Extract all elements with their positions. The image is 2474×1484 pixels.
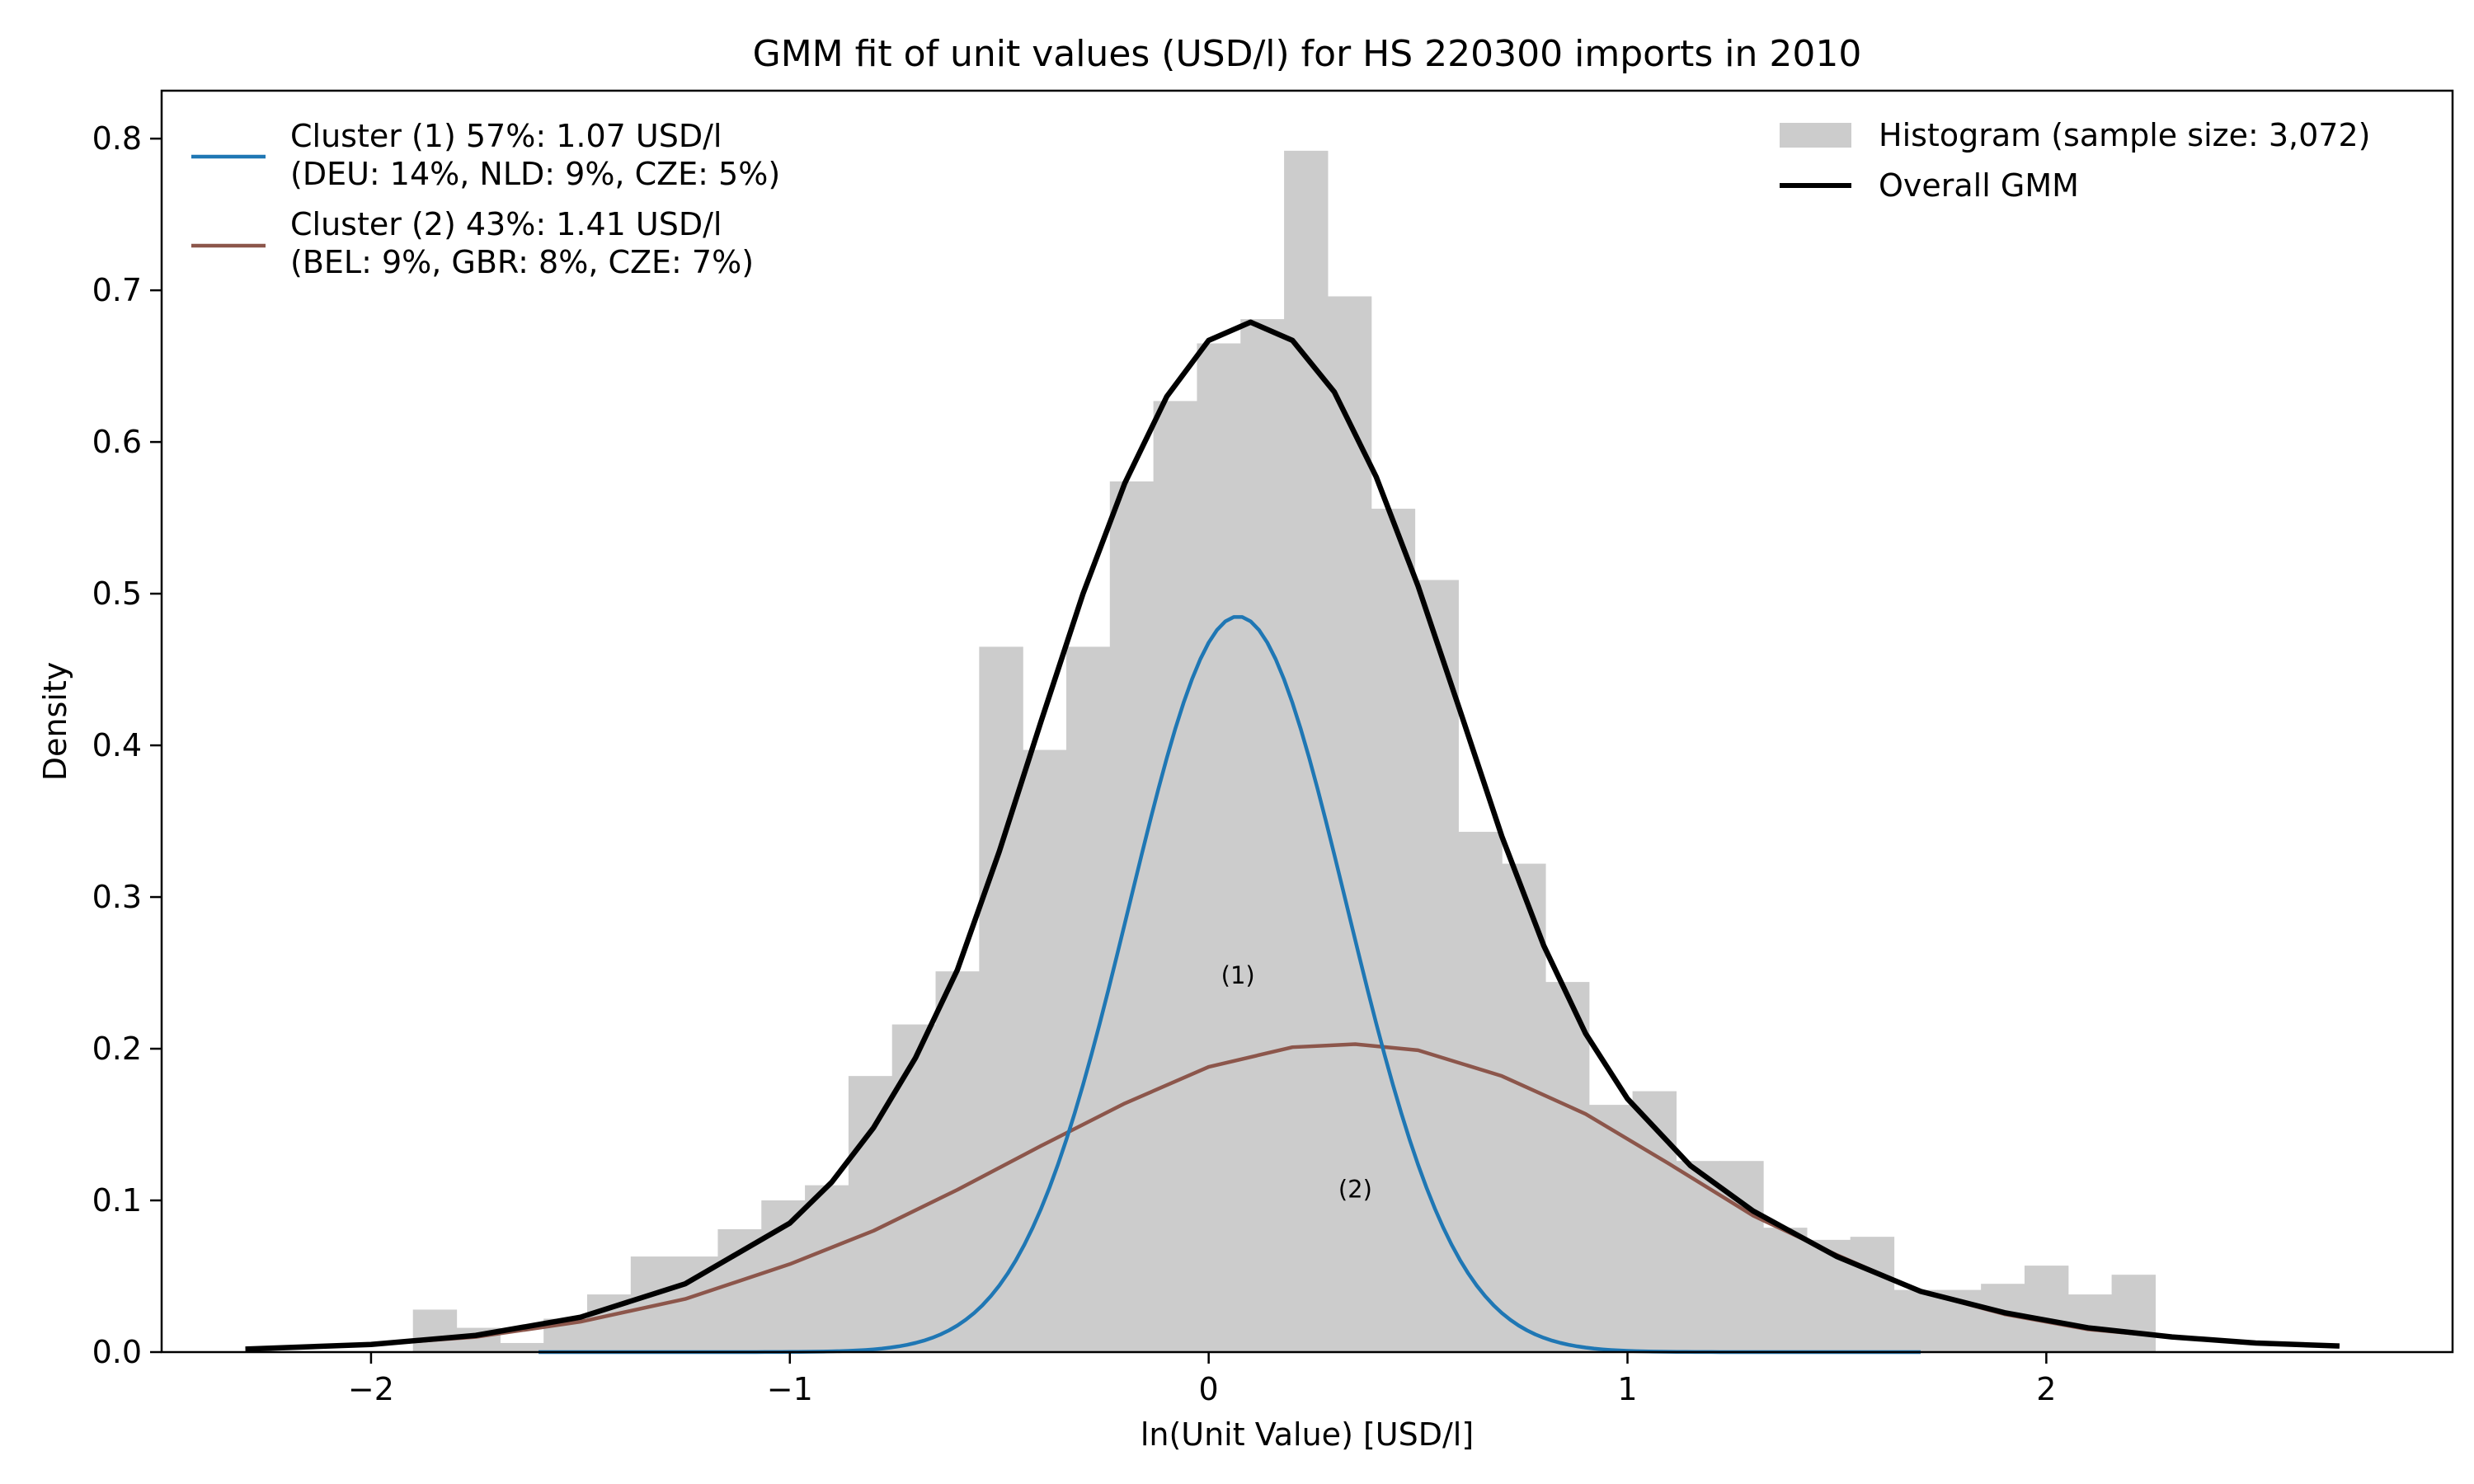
legend-label-cluster-1: Cluster (1) 57%: 1.07 USD/l	[290, 118, 722, 154]
histogram-bar	[1153, 401, 1198, 1353]
histogram-bar	[674, 1256, 719, 1352]
cluster-annotation-1: (1)	[1221, 961, 1255, 989]
histogram-bar	[1065, 646, 1111, 1352]
y-axis: 0.0 0.1 0.2 0.3 0.4 0.5 0.6 0.7 0.8	[92, 120, 162, 1370]
histogram-bar	[412, 1309, 458, 1352]
legend-clusters: Cluster (1) 57%: 1.07 USD/l (DEU: 14%, N…	[191, 118, 780, 280]
legend-label-histogram: Histogram (sample size: 3,072)	[1879, 117, 2370, 153]
histogram-bar	[1109, 481, 1155, 1353]
histogram-bar	[1023, 749, 1067, 1352]
x-tick-label: 2	[2036, 1371, 2056, 1407]
y-tick-label: 0.1	[92, 1182, 142, 1219]
histogram-bar	[848, 1076, 893, 1352]
legend-label-overall-gmm: Overall GMM	[1879, 167, 2079, 204]
histogram-bar	[1240, 319, 1285, 1353]
x-tick-label: 0	[1199, 1371, 1219, 1407]
histogram-bar	[805, 1185, 849, 1352]
histogram-bar	[2111, 1275, 2157, 1352]
histogram-bar	[500, 1342, 544, 1352]
histogram-bar	[2024, 1266, 2069, 1352]
histogram-bars	[412, 150, 2157, 1353]
legend-label-cluster-2-shares: (BEL: 9%, GBR: 8%, CZE: 7%)	[290, 244, 754, 280]
legend-overview: Histogram (sample size: 3,072) Overall G…	[1780, 117, 2370, 204]
y-tick-label: 0.4	[92, 727, 142, 763]
histogram-bar	[761, 1200, 806, 1352]
histogram-bar	[1502, 863, 1546, 1352]
y-tick-label: 0.6	[92, 424, 142, 460]
cluster-annotation-2: (2)	[1338, 1175, 1372, 1203]
x-tick-label: −2	[348, 1371, 394, 1407]
histogram-bar	[1197, 343, 1241, 1352]
y-tick-label: 0.8	[92, 120, 142, 157]
y-tick-label: 0.5	[92, 575, 142, 612]
x-tick-label: 1	[1617, 1371, 1637, 1407]
y-tick-label: 0.3	[92, 879, 142, 915]
histogram-bar	[1327, 296, 1372, 1353]
plot-frame	[160, 89, 2454, 1354]
histogram-bar	[891, 1024, 937, 1352]
y-tick-label: 0.2	[92, 1031, 142, 1067]
overall-gmm-curve	[245, 319, 2340, 1352]
histogram-bar	[1371, 509, 1416, 1352]
histogram-bar	[1893, 1289, 1938, 1352]
x-axis-label: ln(Unit Value) [USD/l]	[1141, 1416, 1474, 1453]
cluster-annotations: (1) (2)	[1221, 961, 1372, 1203]
histogram-bar	[1458, 831, 1503, 1352]
legend-label-cluster-1-shares: (DEU: 14%, NLD: 9%, CZE: 5%)	[290, 156, 780, 192]
legend-swatch-histogram	[1780, 123, 1851, 148]
histogram-bar	[1763, 1228, 1808, 1352]
chart-title: GMM fit of unit values (USD/l) for HS 22…	[753, 33, 1862, 75]
histogram-bar	[979, 646, 1023, 1352]
histogram-bar	[1850, 1237, 1895, 1352]
histogram-bar	[717, 1228, 762, 1352]
legend-label-cluster-2: Cluster (2) 43%: 1.41 USD/l	[290, 206, 722, 242]
histogram-bar	[935, 971, 980, 1352]
histogram-bar	[1414, 580, 1459, 1352]
histogram-bar	[1588, 1105, 1634, 1352]
y-axis-label: Density	[37, 662, 73, 781]
y-tick-label: 0.7	[92, 272, 142, 308]
histogram-bar	[1545, 982, 1590, 1352]
x-axis: −2 −1 0 1 2	[348, 1352, 2056, 1407]
histogram-bar	[1632, 1091, 1677, 1352]
x-tick-label: −1	[767, 1371, 813, 1407]
y-tick-label: 0.0	[92, 1334, 142, 1370]
